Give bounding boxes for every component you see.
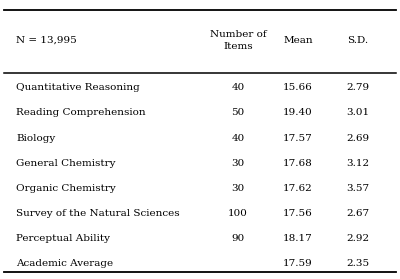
Text: Perceptual Ability: Perceptual Ability xyxy=(16,234,110,243)
Text: N = 13,995: N = 13,995 xyxy=(16,36,77,45)
Text: 17.62: 17.62 xyxy=(283,184,313,193)
Text: 3.57: 3.57 xyxy=(346,184,370,193)
Text: Survey of the Natural Sciences: Survey of the Natural Sciences xyxy=(16,209,180,218)
Text: 100: 100 xyxy=(228,209,248,218)
Text: 30: 30 xyxy=(231,159,245,168)
Text: 18.17: 18.17 xyxy=(283,234,313,243)
Text: Academic Average: Academic Average xyxy=(16,259,113,268)
Text: 40: 40 xyxy=(231,83,245,92)
Text: 50: 50 xyxy=(231,109,245,117)
Text: Biology: Biology xyxy=(16,134,55,143)
Text: 2.92: 2.92 xyxy=(346,234,370,243)
Text: 2.35: 2.35 xyxy=(346,259,370,268)
Text: 17.68: 17.68 xyxy=(283,159,313,168)
Text: 30: 30 xyxy=(231,184,245,193)
Text: 90: 90 xyxy=(231,234,245,243)
Text: S.D.: S.D. xyxy=(348,36,368,45)
Text: 15.66: 15.66 xyxy=(283,83,313,92)
Text: 2.79: 2.79 xyxy=(346,83,370,92)
Text: Mean: Mean xyxy=(283,36,313,45)
Text: 3.12: 3.12 xyxy=(346,159,370,168)
Text: 17.59: 17.59 xyxy=(283,259,313,268)
Text: 17.57: 17.57 xyxy=(283,134,313,143)
Text: Organic Chemistry: Organic Chemistry xyxy=(16,184,116,193)
Text: 2.67: 2.67 xyxy=(346,209,370,218)
Text: Number of
Items: Number of Items xyxy=(210,30,266,50)
Text: General Chemistry: General Chemistry xyxy=(16,159,116,168)
Text: Reading Comprehension: Reading Comprehension xyxy=(16,109,146,117)
Text: 17.56: 17.56 xyxy=(283,209,313,218)
Text: 40: 40 xyxy=(231,134,245,143)
Text: 3.01: 3.01 xyxy=(346,109,370,117)
Text: 19.40: 19.40 xyxy=(283,109,313,117)
Text: 2.69: 2.69 xyxy=(346,134,370,143)
Text: Quantitative Reasoning: Quantitative Reasoning xyxy=(16,83,140,92)
